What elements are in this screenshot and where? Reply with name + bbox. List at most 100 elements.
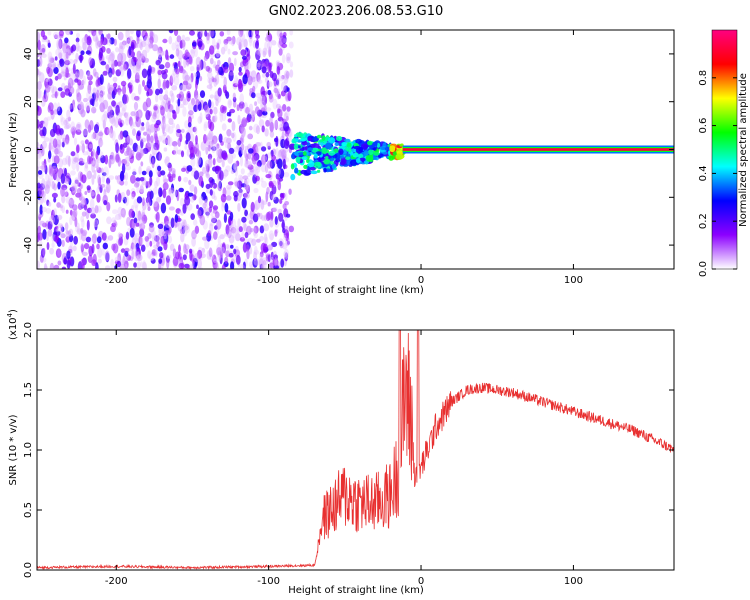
heatmap-cell	[119, 66, 123, 72]
heatmap-cell	[179, 39, 186, 48]
heatmap-cell	[80, 50, 85, 56]
heatmap-cell	[224, 202, 229, 213]
heatmap-cell	[81, 174, 87, 184]
heatmap-cell	[324, 142, 333, 150]
heatmap-cell	[232, 100, 237, 108]
heatmap-cell	[265, 211, 271, 222]
heatmap-cell	[159, 50, 165, 56]
heatmap-cell	[109, 37, 115, 45]
heatmap-cell	[228, 57, 232, 65]
heatmap-cell	[94, 220, 98, 231]
heatmap-cell	[214, 53, 221, 59]
heatmap-cell	[67, 116, 71, 122]
heatmap-cell	[226, 184, 232, 190]
heatmap-cell	[109, 154, 116, 165]
snr-scale-prefix: (x10	[8, 317, 19, 340]
spectrogram-y-label: Frequency (Hz)	[8, 112, 19, 188]
heatmap-cell	[294, 167, 299, 174]
heatmap-cell	[251, 238, 257, 246]
heatmap-cell	[92, 253, 97, 265]
heatmap-cell	[328, 150, 336, 156]
heatmap-cell	[245, 158, 249, 165]
heatmap-cell	[288, 188, 292, 195]
heatmap-cell	[147, 206, 151, 211]
heatmap-cell	[211, 76, 215, 83]
heatmap-cell	[69, 187, 75, 192]
heatmap-cell	[131, 250, 135, 260]
heatmap-cell	[53, 214, 59, 226]
heatmap-cell	[130, 174, 136, 184]
heatmap-cell	[236, 36, 242, 46]
heatmap-cell	[69, 216, 73, 226]
heatmap-cell	[307, 147, 313, 151]
heatmap-cell	[215, 98, 219, 107]
heatmap-cell	[248, 103, 254, 112]
heatmap-cell	[139, 183, 144, 195]
heatmap-cell	[124, 180, 128, 186]
heatmap-cell	[232, 51, 239, 56]
heatmap-cell	[282, 242, 288, 250]
heatmap-cell	[285, 213, 291, 218]
heatmap-cell	[67, 77, 74, 89]
spectrogram-x-ticks: -200 -100 0 100	[105, 30, 583, 286]
heatmap-cell	[223, 66, 229, 74]
heatmap-cell	[134, 72, 140, 83]
heatmap-cell	[221, 123, 227, 131]
heatmap-cell	[230, 244, 234, 249]
heatmap-cell	[136, 254, 142, 262]
heatmap-cell	[201, 247, 206, 254]
heatmap-cell	[203, 55, 208, 61]
heatmap-cell	[79, 54, 83, 64]
heatmap-cell	[192, 194, 197, 201]
heatmap-cell	[256, 73, 261, 82]
heatmap-cell	[53, 197, 57, 203]
heatmap-cell	[153, 130, 158, 140]
heatmap-cell	[104, 154, 109, 165]
heatmap-cell	[321, 147, 328, 155]
heatmap-cell	[145, 121, 150, 132]
heatmap-cell	[88, 80, 93, 86]
heatmap-cell	[253, 251, 257, 261]
heatmap-cell	[313, 161, 321, 167]
heatmap-cell	[252, 258, 258, 268]
heatmap-cell	[236, 144, 239, 150]
heatmap-cell	[209, 94, 215, 99]
heatmap-cell	[245, 106, 250, 115]
heatmap-cell	[182, 70, 189, 82]
heatmap-cell	[352, 152, 359, 158]
heatmap-cell	[37, 182, 41, 189]
heatmap-cell	[373, 152, 380, 156]
heatmap-cell	[116, 260, 122, 268]
heatmap-cell	[47, 55, 54, 66]
heatmap-cell	[179, 133, 183, 143]
heatmap-cell	[37, 111, 40, 116]
heatmap-cell	[134, 232, 140, 242]
snr-y-label: SNR (10 * v/v)	[8, 414, 19, 485]
heatmap-cell	[168, 30, 174, 34]
x-tick-label: -200	[105, 576, 128, 587]
heatmap-cell	[156, 139, 160, 151]
heatmap-cell	[219, 31, 225, 37]
heatmap-cell	[173, 145, 178, 156]
heatmap-cell	[267, 40, 270, 50]
heatmap-cell	[84, 191, 88, 195]
heatmap-cell	[224, 142, 229, 148]
heatmap-cell	[88, 144, 93, 149]
heatmap-cell	[51, 93, 56, 98]
heatmap-cell	[189, 250, 193, 261]
heatmap-cell	[42, 35, 48, 40]
heatmap-cell	[126, 189, 131, 196]
heatmap-cell	[254, 30, 260, 37]
heatmap-cell	[107, 56, 111, 64]
heatmap-cell	[121, 102, 127, 112]
heatmap-cell	[98, 95, 103, 101]
heatmap-cell	[241, 216, 247, 223]
heatmap-cell	[261, 66, 267, 74]
heatmap-cell	[182, 106, 187, 117]
heatmap-cell	[177, 60, 181, 68]
heatmap-cell	[61, 141, 65, 148]
heatmap-cell	[66, 250, 71, 260]
heatmap-cell	[158, 258, 163, 264]
heatmap-cell	[367, 149, 374, 155]
heatmap-cell	[215, 64, 220, 72]
